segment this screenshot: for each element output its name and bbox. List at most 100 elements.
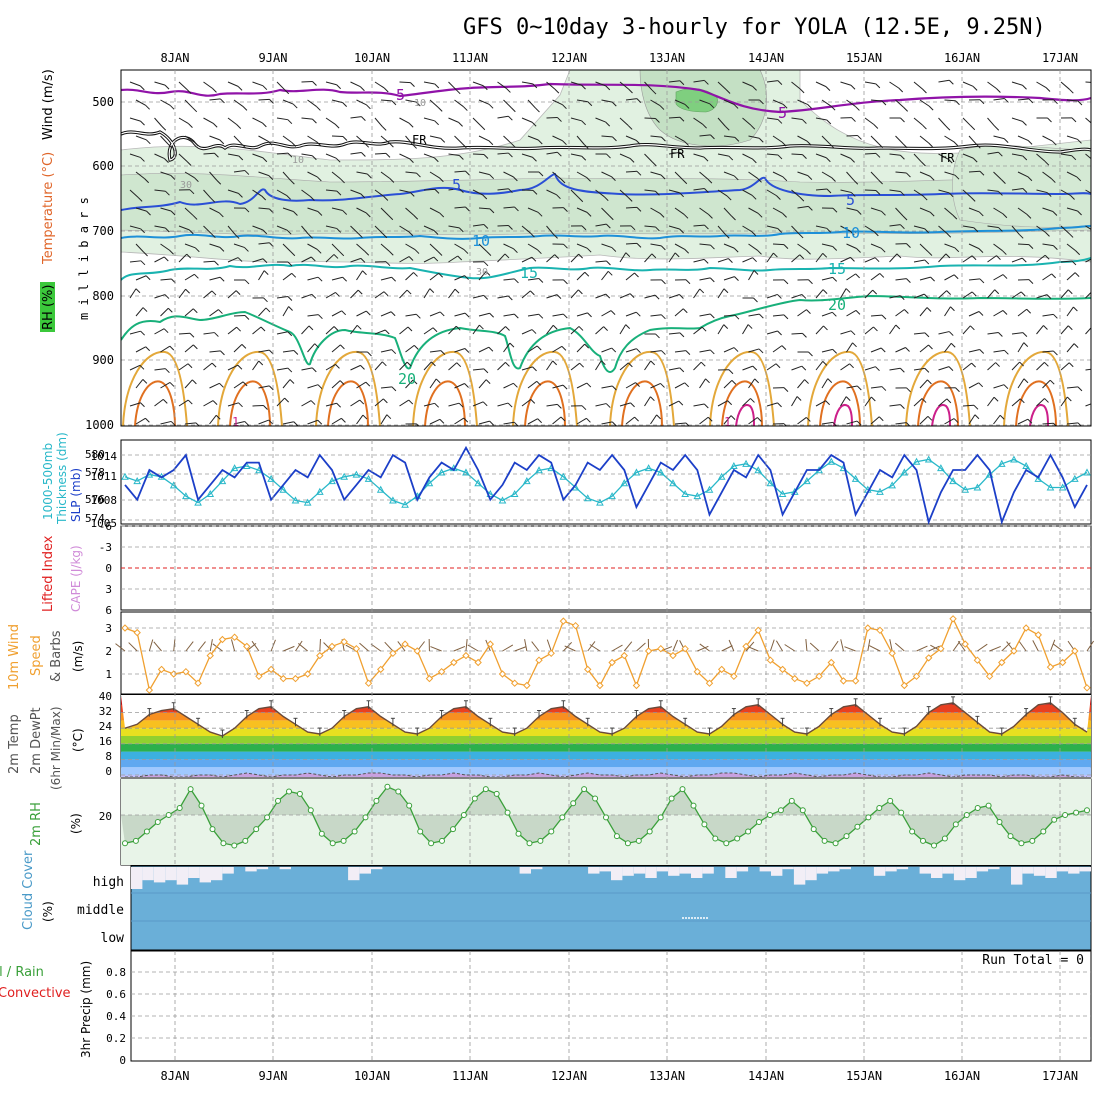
barb-16-9 <box>350 364 361 371</box>
wind-point-15 <box>303 670 312 678</box>
barb-flag-3-8 <box>342 136 348 141</box>
barb-15-22 <box>674 350 686 353</box>
sfc-barb-14 <box>295 640 303 652</box>
barb-flag-10-5 <box>262 258 268 264</box>
sfc-barb-45 <box>672 639 679 652</box>
barb-flag-14-9 <box>356 324 362 330</box>
barb-6-19 <box>595 189 605 198</box>
barb-flag-19-21 <box>656 414 661 420</box>
precip-tick-0.4: 0.4 <box>106 1010 126 1023</box>
barb-flag-8-20 <box>630 225 636 231</box>
barb-flag-13-38 <box>1073 306 1078 312</box>
barb-7-7 <box>307 207 319 212</box>
wind-point-40 <box>608 658 616 667</box>
barb-flag-12-14 <box>483 295 489 300</box>
hot-contour-7 <box>833 404 853 426</box>
wind-point-34 <box>535 656 543 664</box>
rh-label-10-b: 10 <box>414 98 426 109</box>
barb-flag-19-7 <box>317 419 323 425</box>
cloud-high-bar-58 <box>793 867 806 885</box>
barb-18-6 <box>276 397 285 407</box>
barb-flag-10-21 <box>651 253 657 259</box>
barb-3-7 <box>307 135 318 143</box>
barb-14-7 <box>301 325 310 335</box>
rh-point-47 <box>635 837 642 844</box>
barb-12-4 <box>227 290 237 299</box>
barb-flag-9-9 <box>364 250 370 256</box>
barb-flag-2-0 <box>140 120 145 126</box>
barb-flag-8-34 <box>973 227 979 233</box>
barb-9-4 <box>233 243 245 248</box>
barb-18-10 <box>374 398 384 407</box>
wind-point-71 <box>985 672 994 681</box>
barb-15-38 <box>1066 343 1075 353</box>
barb-flag-15-24 <box>733 347 739 352</box>
barb-flag-12-37 <box>1046 294 1052 300</box>
barb-3-11 <box>405 135 413 145</box>
contour-minus5-upper <box>121 82 1091 114</box>
barb-flag-7-11 <box>413 214 419 220</box>
thickness-point-6 <box>194 498 202 506</box>
contour-label-magenta-a: 1 <box>232 415 239 429</box>
barb-1-31 <box>895 99 904 108</box>
barb-7-39 <box>1092 208 1100 215</box>
barb-flag-4-23 <box>703 156 709 162</box>
cloud-high-bar-20 <box>359 867 371 874</box>
barb-3-19 <box>601 135 613 138</box>
barb-17-38 <box>1066 386 1078 389</box>
barb-2-39 <box>1085 117 1091 124</box>
barb-flag-14-34 <box>970 325 975 331</box>
barb-flag-19-19 <box>611 421 617 426</box>
barb-flag-5-30 <box>878 179 883 185</box>
top-date-14JAN: 14JAN <box>748 51 784 65</box>
barb-14-20 <box>619 324 627 335</box>
barb-flag-2-17 <box>557 117 562 122</box>
barb-13-30 <box>870 314 883 317</box>
rh-point-20 <box>340 837 347 844</box>
barb-flag-19-0 <box>145 417 150 423</box>
barb-flag-3-5 <box>267 140 273 146</box>
barb-flag-15-31 <box>905 347 910 352</box>
barb-flag-8-13 <box>458 227 464 233</box>
barb-flag-17-8 <box>339 380 345 385</box>
slp-line <box>124 445 1088 525</box>
temp-tick-0: 0 <box>105 765 112 778</box>
barb-15-12 <box>429 350 441 353</box>
barb-16-26 <box>766 363 777 371</box>
rh-point-9 <box>220 840 227 847</box>
barb-flag-16-18 <box>579 362 584 368</box>
barb-flag-19-22 <box>685 422 690 426</box>
barb-flag-2-14 <box>480 125 486 131</box>
barb-flag-16-9 <box>360 365 365 370</box>
barb-flag-15-0 <box>145 346 151 352</box>
barb-2-25 <box>742 117 752 126</box>
barb-flag-17-20 <box>635 382 640 387</box>
barb-flag-8-18 <box>581 225 587 231</box>
rh-point-0 <box>122 840 128 847</box>
barb-flag-0-15 <box>506 88 511 93</box>
thickness-point-5 <box>182 492 190 500</box>
barb-flag-17-3 <box>219 382 224 388</box>
barb-7-36 <box>1017 207 1028 215</box>
barb-flag-13-33 <box>950 306 955 312</box>
barb-flag-2-37 <box>1047 117 1052 123</box>
barb-flag-10-26 <box>773 252 778 258</box>
barb-flag-1-25 <box>759 99 764 105</box>
barb-flag-9-18 <box>586 247 592 253</box>
barb-16-2 <box>178 363 189 371</box>
barb-0-1 <box>154 81 166 86</box>
barb-6-6 <box>276 189 287 196</box>
rh-shade-inner <box>121 173 1091 235</box>
barb-4-11 <box>399 153 410 160</box>
warm-contour-inner-5 <box>621 380 663 426</box>
barb-flag-12-13 <box>454 288 460 294</box>
barb-12-9 <box>350 289 359 299</box>
barb-flag-6-8 <box>336 190 342 196</box>
barb-flag-7-30 <box>881 210 886 216</box>
barb-flag-5-29 <box>853 179 859 185</box>
thickness-point-69 <box>961 485 970 493</box>
barb-19-24 <box>723 415 732 425</box>
wind-point-23 <box>401 640 409 648</box>
rh-point-4 <box>165 812 172 818</box>
barb-flag-2-32 <box>922 124 927 130</box>
